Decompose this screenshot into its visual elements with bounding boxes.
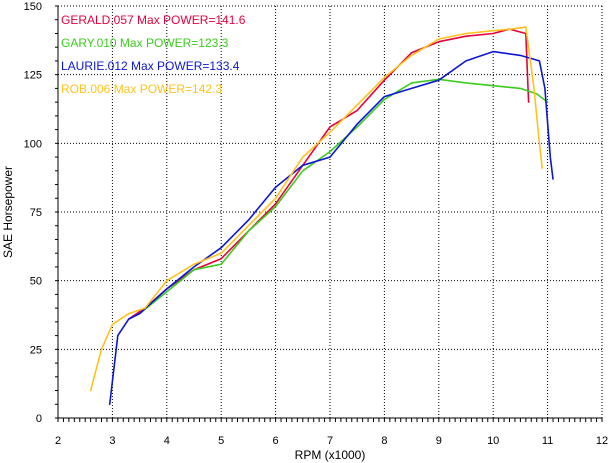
x-tick-label: 12 bbox=[596, 435, 608, 447]
legend-entry: GARY.010 Max POWER=123.3 bbox=[61, 36, 229, 50]
y-tick-label: 125 bbox=[24, 70, 42, 82]
legend-entry: ROB.006 Max POWER=142.3 bbox=[61, 82, 222, 96]
x-tick-label: 4 bbox=[164, 435, 170, 447]
x-tick-label: 10 bbox=[487, 435, 499, 447]
x-tick-label: 7 bbox=[327, 435, 333, 447]
y-tick-label: 150 bbox=[24, 1, 42, 13]
series-group bbox=[89, 26, 554, 406]
legend: GERALD.057 Max POWER=141.6 GARY.010 Max P… bbox=[61, 13, 246, 96]
x-tick-label: 9 bbox=[436, 435, 442, 447]
x-tick-labels: 2 3 4 5 6 7 8 9 10 11 12 bbox=[55, 435, 608, 447]
x-tick-label: 5 bbox=[218, 435, 224, 447]
x-axis-label: RPM (x1000) bbox=[295, 448, 366, 462]
series-line-rob-006 bbox=[89, 26, 544, 392]
y-tick-label: 100 bbox=[24, 138, 42, 150]
x-tick-label: 8 bbox=[381, 435, 387, 447]
x-tick-label: 11 bbox=[542, 435, 553, 447]
x-tick-label: 6 bbox=[273, 435, 279, 447]
series-line-gary-010 bbox=[138, 78, 549, 315]
legend-entry: GERALD.057 Max POWER=141.6 bbox=[61, 13, 246, 27]
y-tick-label: 0 bbox=[36, 413, 42, 425]
y-axis-label: SAE Horsepower bbox=[1, 166, 15, 258]
y-tick-labels: 0 25 50 75 100 125 150 bbox=[24, 1, 42, 425]
y-tick-label: 75 bbox=[30, 207, 42, 219]
x-tick-label: 3 bbox=[109, 435, 115, 447]
y-tick-label: 25 bbox=[30, 344, 42, 356]
x-tick-label: 2 bbox=[55, 435, 61, 447]
legend-entry: LAURIE.012 Max POWER=133.4 bbox=[61, 59, 240, 73]
y-tick-label: 50 bbox=[30, 276, 42, 288]
